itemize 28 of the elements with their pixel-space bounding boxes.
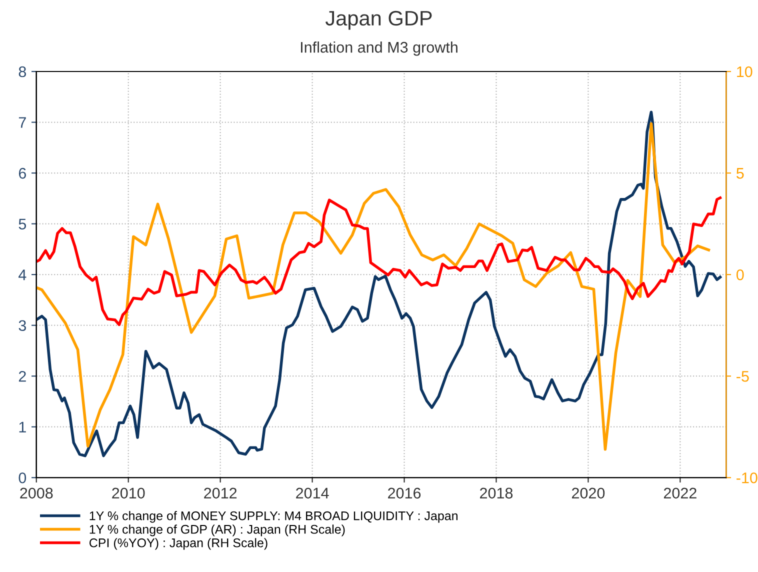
legend-label: 1Y % change of GDP (AR) : Japan (RH Scale) <box>90 524 345 536</box>
legend-label: CPI (%YOY) : Japan (RH Scale) <box>90 538 268 550</box>
y-tick-label: 2 <box>18 370 26 382</box>
x-tick-label: 2020 <box>572 488 605 499</box>
y-tick-label: 5 <box>18 218 26 230</box>
x-tick-label: 2018 <box>480 488 513 499</box>
y-tick-label: 4 <box>18 270 26 280</box>
y-tick-label: 6 <box>18 168 26 179</box>
line-series <box>36 196 722 326</box>
chart-title: Japan GDP <box>325 10 432 30</box>
y2-tick-label: 10 <box>737 66 752 78</box>
y2-tick-label: 5 <box>736 168 744 179</box>
y2-tick-label: -10 <box>736 472 758 484</box>
legend-label: 1Y % change of MONEY SUPPLY: M4 BROAD LIQUIDITY : Japan <box>90 511 458 523</box>
y-tick-label: 0 <box>18 472 26 484</box>
x-tick-label: 2010 <box>112 488 145 499</box>
y2-tick-label: -5 <box>736 371 749 382</box>
x-tick-label: 2022 <box>664 488 696 499</box>
chart-subtitle: Inflation and M3 growth <box>301 42 458 56</box>
y-tick-label: 8 <box>18 66 26 78</box>
y-tick-label: 1 <box>19 422 26 432</box>
y2-tick-label: 0 <box>736 269 744 280</box>
x-tick-label: 2014 <box>296 488 329 499</box>
x-tick-label: 2016 <box>388 488 421 499</box>
x-tick-label: 2008 <box>20 488 53 499</box>
y-tick-label: 3 <box>18 320 26 332</box>
x-tick-label: 2012 <box>204 488 237 499</box>
y-tick-label: 7 <box>18 117 26 128</box>
